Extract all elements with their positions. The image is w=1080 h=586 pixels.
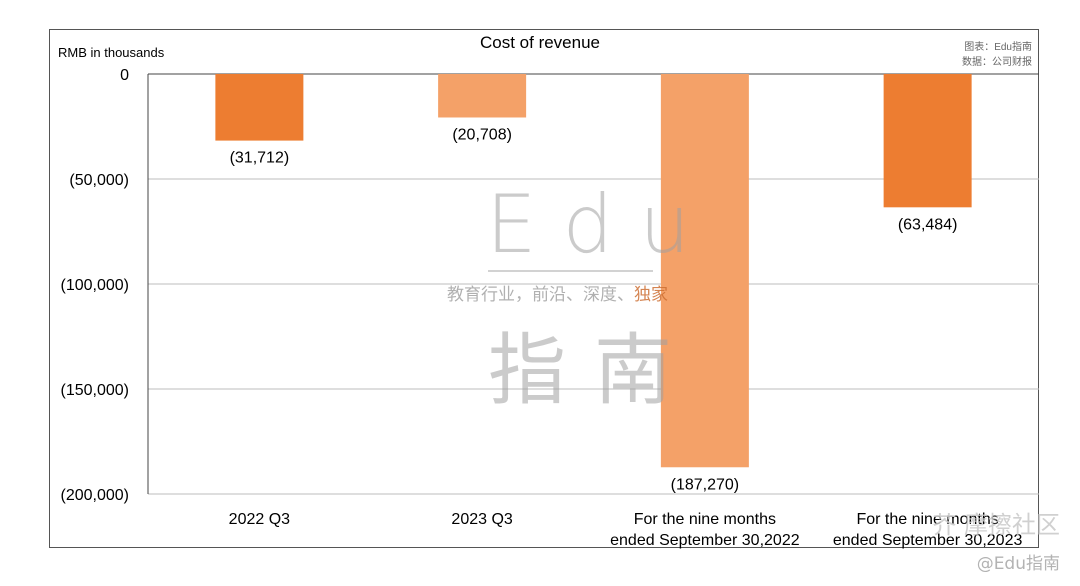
bar [215, 74, 304, 141]
x-tick-label: ended September 30,2022 [610, 532, 800, 549]
x-tick-label: For the nine months [634, 511, 776, 528]
bar [438, 74, 527, 118]
data-label: (63,484) [898, 216, 958, 233]
bar [660, 74, 749, 468]
y-tick-label: 0 [120, 67, 129, 84]
data-label: (187,270) [671, 476, 740, 493]
source-credit-chart: 图表：Edu指南 [964, 42, 1032, 53]
x-tick-label: For the nine months [856, 511, 998, 528]
chart-frame [49, 29, 1039, 548]
x-tick-label: ended September 30,2023 [833, 532, 1023, 549]
y-tick-label: (200,000) [61, 487, 130, 504]
source-credit-data: 数据：公司财报 [962, 57, 1032, 68]
bar [883, 74, 972, 208]
y-tick-label: (100,000) [61, 277, 130, 294]
y-axis-unit-label: RMB in thousands [58, 45, 165, 60]
y-tick-label: (50,000) [69, 172, 129, 189]
chart-title: Cost of revenue [479, 33, 600, 52]
x-tick-label: 2023 Q3 [451, 511, 512, 528]
data-label: (31,712) [230, 150, 290, 167]
data-label: (20,708) [452, 126, 512, 143]
y-tick-label: (150,000) [61, 382, 130, 399]
x-tick-label: 2022 Q3 [229, 511, 290, 528]
